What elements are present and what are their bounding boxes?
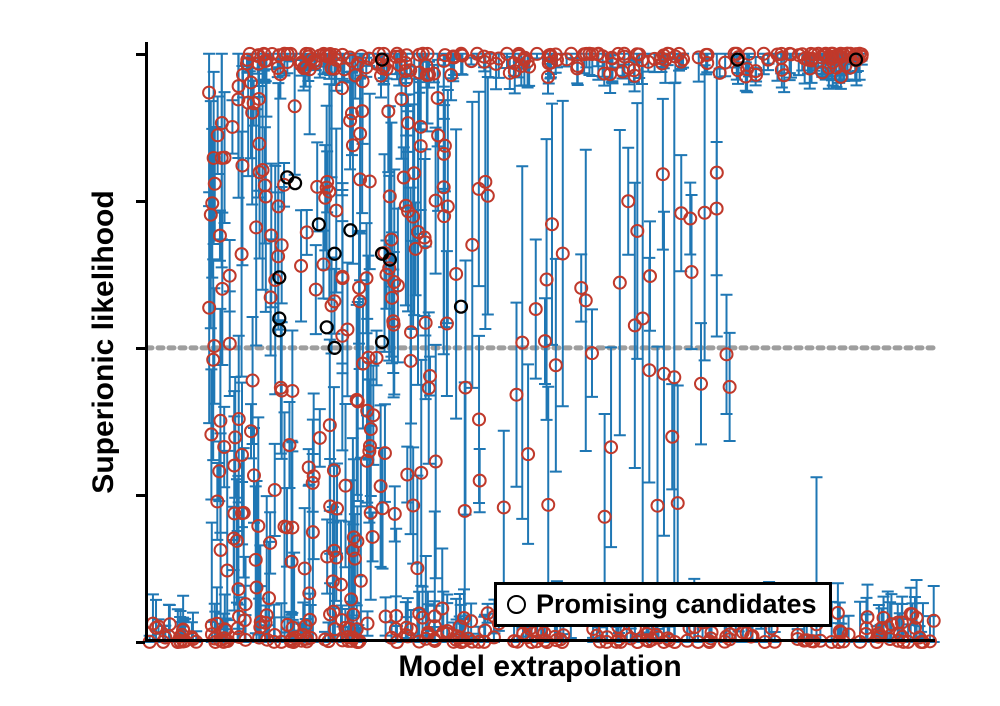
y-axis-spine: [145, 42, 148, 642]
legend-label: Promising candidates: [536, 589, 817, 620]
y-tick: [136, 200, 145, 203]
y-tick: [136, 347, 145, 350]
plot-area: [145, 42, 935, 642]
legend-marker-circle: [507, 595, 526, 614]
x-axis-label: Model extrapolation: [398, 650, 681, 684]
y-axis-label: Superionic likelihood: [87, 190, 121, 493]
y-tick: [136, 641, 145, 644]
legend: Promising candidates: [494, 582, 832, 627]
x-axis-spine: [145, 639, 935, 642]
y-tick: [136, 494, 145, 497]
highlight-layer: [145, 42, 935, 642]
scatter-figure: Superionic likelihood Model extrapolatio…: [0, 0, 1000, 706]
y-tick: [136, 53, 145, 56]
